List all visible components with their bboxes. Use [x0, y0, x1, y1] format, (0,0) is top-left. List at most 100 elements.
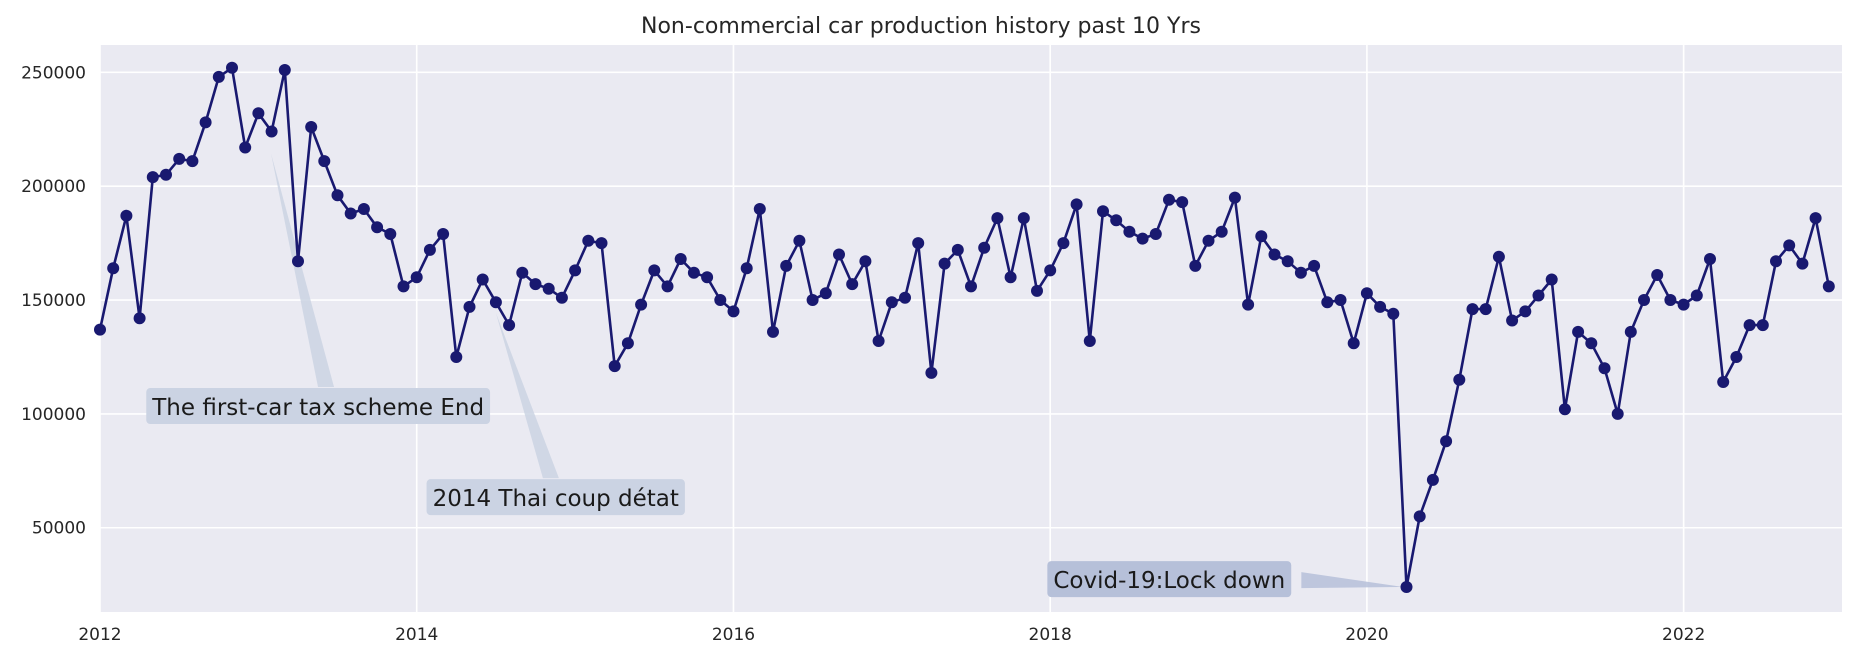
- data-point: [292, 255, 304, 268]
- data-point: [1321, 296, 1334, 309]
- data-point: [1413, 510, 1426, 523]
- annotation-pointer: [1301, 572, 1403, 589]
- data-point: [239, 141, 252, 154]
- data-point: [1624, 325, 1637, 338]
- chart-title: Non-commercial car production history pa…: [641, 14, 1201, 39]
- data-point: [859, 255, 872, 268]
- data-point: [1426, 473, 1439, 486]
- y-tick-label: 250000: [21, 63, 86, 83]
- data-point: [1268, 248, 1281, 261]
- data-point: [1466, 303, 1479, 316]
- data-point: [1202, 234, 1215, 247]
- x-tick-label: 2022: [1662, 625, 1705, 645]
- data-point: [1057, 237, 1070, 250]
- annotation-pointer: [271, 153, 335, 388]
- data-point: [1532, 289, 1545, 302]
- data-point: [529, 278, 542, 291]
- data-point: [1822, 280, 1835, 293]
- data-point: [1453, 373, 1466, 386]
- data-point: [740, 262, 753, 275]
- data-point: [160, 168, 172, 181]
- data-point: [1294, 266, 1307, 279]
- data-point: [489, 296, 502, 309]
- data-point: [476, 273, 489, 286]
- data-point: [648, 264, 661, 277]
- data-point: [173, 152, 186, 165]
- data-point: [555, 291, 568, 304]
- data-point: [1347, 337, 1360, 350]
- data-point: [437, 228, 450, 240]
- data-point: [542, 282, 555, 295]
- data-point: [1242, 298, 1255, 311]
- data-point: [819, 287, 832, 300]
- data-point: [1097, 205, 1109, 218]
- data-point: [1572, 325, 1585, 338]
- y-tick-label: 150000: [21, 291, 86, 311]
- data-point: [1215, 225, 1228, 238]
- data-point: [133, 312, 146, 325]
- data-point: [753, 203, 766, 215]
- data-point: [780, 259, 793, 272]
- data-point: [344, 207, 357, 220]
- data-point: [1506, 314, 1519, 327]
- data-point: [1558, 403, 1571, 416]
- x-axis-ticks: 2012 2014 2016 2018 2020 2022: [78, 625, 1705, 645]
- data-point: [899, 291, 911, 304]
- data-point: [94, 323, 106, 336]
- data-point: [1479, 303, 1492, 316]
- data-point: [252, 107, 265, 120]
- data-point: [846, 278, 859, 291]
- annotation-pointer: [495, 312, 559, 479]
- data-point: [701, 271, 714, 284]
- data-point: [1717, 376, 1730, 388]
- data-point: [1611, 407, 1624, 420]
- data-point: [608, 360, 621, 373]
- data-point: [397, 280, 410, 293]
- y-tick-label: 100000: [21, 405, 86, 425]
- data-point: [991, 212, 1004, 225]
- annotation: Covid-19:Lock down: [1047, 561, 1292, 598]
- data-point: [872, 335, 885, 347]
- data-point: [569, 264, 582, 277]
- data-point: [925, 366, 938, 379]
- annotation-boxes: The first-car tax scheme End 2014 Thai co…: [146, 388, 1292, 598]
- data-point: [1176, 196, 1189, 209]
- x-tick-label: 2018: [1029, 625, 1072, 645]
- data-point: [1585, 337, 1598, 350]
- annotation-box: [1047, 561, 1292, 598]
- data-point: [1730, 351, 1743, 363]
- data-point: [1756, 319, 1769, 332]
- annotation: 2014 Thai coup détat: [426, 479, 685, 516]
- data-point: [1519, 305, 1532, 318]
- data-point: [714, 294, 727, 306]
- data-point: [463, 300, 476, 313]
- data-point: [978, 241, 991, 254]
- data-point: [1796, 257, 1809, 270]
- data-point: [1374, 300, 1387, 313]
- data-point: [806, 294, 819, 306]
- data-point: [120, 209, 133, 222]
- data-point: [1651, 269, 1664, 281]
- data-point: [1400, 581, 1413, 593]
- annotation: The first-car tax scheme End: [146, 388, 491, 425]
- data-point: [833, 248, 845, 261]
- data-point: [1281, 255, 1294, 268]
- data-point: [595, 237, 608, 250]
- data-point: [1189, 259, 1202, 272]
- data-point: [357, 203, 370, 215]
- x-tick-label: 2014: [395, 625, 438, 645]
- x-tick-label: 2016: [712, 625, 755, 645]
- data-point: [1044, 264, 1057, 277]
- data-point: [146, 171, 159, 184]
- data-point: [582, 234, 595, 247]
- data-point: [516, 266, 529, 279]
- data-point: [1598, 362, 1611, 375]
- data-point: [1083, 335, 1096, 347]
- x-tick-label: 2012: [78, 625, 121, 645]
- data-point: [107, 262, 120, 275]
- annotation-box: [146, 388, 491, 425]
- data-point: [226, 61, 238, 74]
- plot-area: [100, 45, 1842, 612]
- data-point: [410, 271, 423, 284]
- data-point: [1677, 298, 1690, 311]
